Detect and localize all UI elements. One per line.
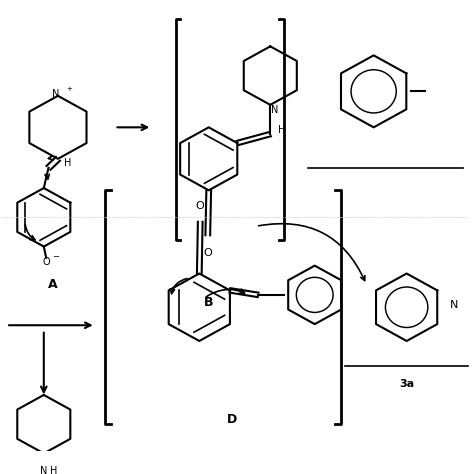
Text: A: A <box>48 278 58 291</box>
Text: N: N <box>449 300 458 310</box>
Text: +: + <box>67 86 73 92</box>
Text: B: B <box>204 296 213 309</box>
Text: H: H <box>278 126 286 136</box>
Text: N: N <box>52 89 59 99</box>
Text: N: N <box>40 466 47 474</box>
Text: 3a: 3a <box>399 379 414 389</box>
Text: H: H <box>50 466 57 474</box>
Text: O: O <box>203 248 212 258</box>
Text: −: − <box>52 252 59 261</box>
Text: H: H <box>64 158 71 168</box>
Text: O: O <box>196 201 205 211</box>
Text: D: D <box>227 413 237 426</box>
Text: N: N <box>271 105 279 115</box>
Text: O: O <box>42 257 50 267</box>
